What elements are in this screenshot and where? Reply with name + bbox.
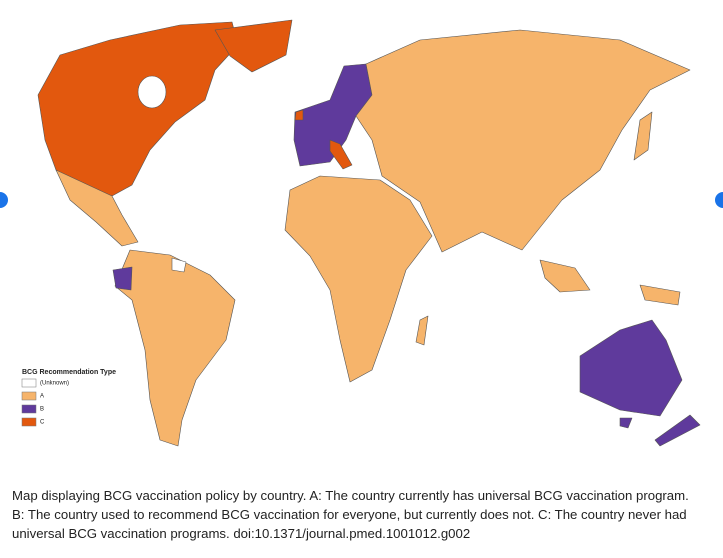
legend-swatch: [21, 378, 37, 388]
legend-swatch: [21, 417, 37, 427]
greenland: [214, 19, 293, 73]
legend-label: A: [40, 394, 44, 400]
legend: BCG Recommendation Type (Unknown) A B C: [21, 369, 116, 427]
next-button[interactable]: [715, 192, 723, 208]
north-america: [37, 21, 239, 197]
guianas: [171, 257, 187, 273]
southeast-asia: [539, 259, 591, 293]
ireland: [294, 109, 304, 121]
madagascar: [415, 315, 429, 346]
new-zealand: [654, 414, 701, 447]
prev-button[interactable]: [0, 192, 8, 208]
world-map: BCG Recommendation Type (Unknown) A B C: [0, 19, 723, 447]
ecuador: [112, 266, 133, 291]
central-america: [55, 169, 139, 247]
italy: [329, 139, 353, 170]
legend-swatch: [21, 391, 37, 401]
asia: [355, 29, 691, 253]
legend-label: (Unknown): [40, 381, 69, 387]
new-guinea: [639, 284, 681, 306]
australia: [579, 319, 683, 417]
africa: [284, 175, 433, 383]
caption: Map displaying BCG vaccination policy by…: [12, 488, 689, 541]
legend-label: B: [40, 407, 44, 413]
south-america: [114, 249, 236, 447]
legend-label: C: [40, 420, 45, 426]
legend-title: BCG Recommendation Type: [22, 369, 116, 376]
legend-swatch: [21, 404, 37, 414]
hudson-bay: [137, 75, 167, 109]
japan: [633, 111, 653, 161]
tasmania: [619, 417, 633, 429]
